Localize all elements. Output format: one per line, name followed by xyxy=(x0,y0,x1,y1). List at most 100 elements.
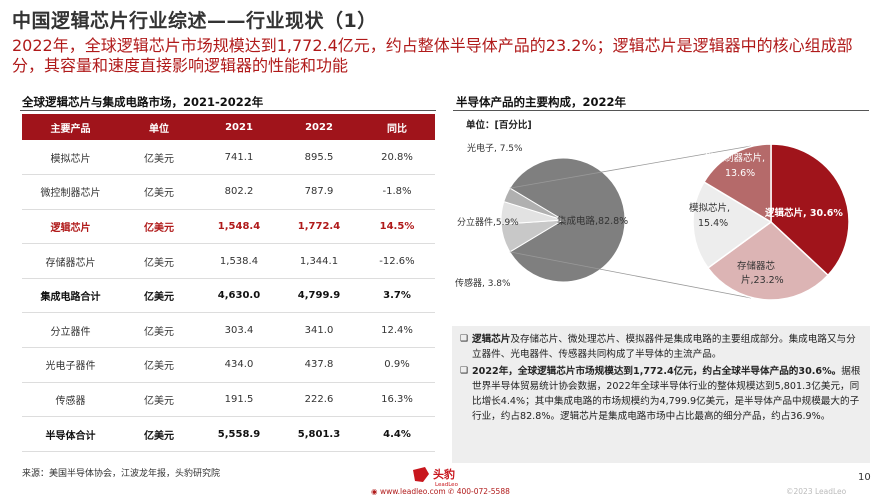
note-2-bold: 2022年，全球逻辑芯片市场规模达到1,772.4亿元，约占全球半导体产品的30… xyxy=(472,366,842,377)
cell-unit: 亿美元 xyxy=(119,140,199,176)
cell-value-2022: 1,344.1 xyxy=(279,243,359,279)
cell-unit: 亿美元 xyxy=(119,347,199,383)
sub-pie-slice xyxy=(703,143,772,224)
main-pie-label-optoelectronics: 光电子, 7.5% xyxy=(467,142,523,154)
col-header-unit: 单位 xyxy=(119,114,199,140)
cell-product: 模拟芯片 xyxy=(22,140,119,176)
cell-value-2021: 5,558.9 xyxy=(199,416,279,452)
connector-line xyxy=(509,145,752,189)
table-row: 半导体合计 亿美元 5,558.9 5,801.3 4.4% xyxy=(22,416,435,452)
cell-yoy: 14.5% xyxy=(359,209,435,245)
cell-value-2021: 1,548.4 xyxy=(199,209,279,245)
phone-icon: ✆ xyxy=(448,487,455,496)
sub-pie-label-analog-a: 模拟芯片, xyxy=(689,202,730,214)
footer-contact: ◉ www.leadleo.com ✆ 400-072-5588 xyxy=(371,487,510,496)
cell-value-2021: 191.5 xyxy=(199,382,279,418)
sub-pie-slice xyxy=(706,221,830,301)
sub-pie-label-mcu-b: 13.6% xyxy=(725,168,755,179)
source-note: 来源：美国半导体协会，江波龙年报，头豹研究院 xyxy=(22,469,221,479)
footer-website[interactable]: www.leadleo.com xyxy=(379,487,446,496)
table-header-row: 主要产品 单位 2021 2022 同比 xyxy=(22,114,435,140)
page-title: 中国逻辑芯片行业综述——行业现状（1） xyxy=(12,10,377,32)
col-header-yoy: 同比 xyxy=(359,114,435,140)
logo-mark-icon xyxy=(413,467,429,482)
globe-icon: ◉ xyxy=(371,487,378,496)
table-row: 光电子器件 亿美元 434.0 437.8 0.9% xyxy=(22,347,435,383)
cell-yoy: 3.7% xyxy=(359,278,435,314)
cell-value-2021: 303.4 xyxy=(199,312,279,349)
cell-yoy: -12.6% xyxy=(359,243,435,279)
note-2-body: 2022年，全球逻辑芯片市场规模达到1,772.4亿元，约占全球半导体产品的30… xyxy=(472,364,862,424)
semiconductor-pie-chart: 集成电路,82.8% 光电子, 7.5% 分立器件,5.9% 传感器, 3.8% 逻辑芯… xyxy=(455,142,850,301)
cell-value-2022: 787.9 xyxy=(279,174,359,210)
col-header-2021: 2021 xyxy=(199,114,279,140)
cell-unit: 亿美元 xyxy=(119,243,199,279)
connector-line xyxy=(509,251,752,299)
note-2: ❑ 2022年，全球逻辑芯片市场规模达到1,772.4亿元，约占全球半导体产品的… xyxy=(460,364,862,424)
note-1-text: 及存储芯片、微处理芯片、模拟器件是集成电路的主要组成部分。集成电路又与分立器件、… xyxy=(472,334,856,360)
col-header-2022: 2022 xyxy=(279,114,359,140)
cell-value-2022: 4,799.9 xyxy=(279,278,359,314)
sub-pie-slice xyxy=(770,143,850,277)
cell-unit: 亿美元 xyxy=(119,382,199,418)
checkbox-bullet-icon: ❑ xyxy=(460,366,469,376)
cell-yoy: 4.4% xyxy=(359,416,435,452)
logo-text: 头豹 xyxy=(433,467,455,481)
cell-value-2022: 895.5 xyxy=(279,140,359,176)
note-1-bold: 逻辑芯片 xyxy=(472,334,511,345)
cell-value-2021: 741.1 xyxy=(199,140,279,176)
cell-value-2022: 222.6 xyxy=(279,382,359,418)
cell-product: 逻辑芯片 xyxy=(22,209,119,245)
checkbox-bullet-icon: ❑ xyxy=(460,334,469,344)
cell-unit: 亿美元 xyxy=(119,209,199,245)
sub-pie-label-mcu-a: 微控制器芯片, xyxy=(705,152,765,164)
main-pie-slice xyxy=(503,187,564,221)
table-title-divider xyxy=(20,110,436,111)
note-1-body: 逻辑芯片及存储芯片、微处理芯片、模拟器件是集成电路的主要组成部分。集成电路又与分… xyxy=(472,332,862,362)
table-row: 集成电路合计 亿美元 4,630.0 4,799.9 3.7% xyxy=(22,278,435,314)
cell-value-2022: 5,801.3 xyxy=(279,416,359,452)
table-row: 存储器芯片 亿美元 1,538.4 1,344.1 -12.6% xyxy=(22,243,435,279)
col-header-product: 主要产品 xyxy=(22,114,119,140)
chart-unit: 单位：[百分比] xyxy=(466,120,532,131)
table-title: 全球逻辑芯片与集成电路市场，2021-2022年 xyxy=(22,95,264,109)
cell-yoy: 16.3% xyxy=(359,382,435,418)
note-2-text: 据根世界半导体贸易统计协会数据，2022年全球半导体行业的整体规模达到5,801… xyxy=(472,366,861,422)
cell-value-2021: 4,630.0 xyxy=(199,278,279,314)
sub-pie-label-memory-a: 存储器芯 xyxy=(737,260,776,272)
market-table: 主要产品 单位 2021 2022 同比 模拟芯片 亿美元 741.1 895.5 20… xyxy=(22,114,435,452)
page-subtitle: 2022年，全球逻辑芯片市场规模达到1,772.4亿元，约占整体半导体产品的23… xyxy=(12,36,853,75)
cell-value-2022: 341.0 xyxy=(279,312,359,349)
cell-product: 微控制器芯片 xyxy=(22,174,119,210)
table-row: 模拟芯片 亿美元 741.1 895.5 20.8% xyxy=(22,140,435,176)
chart-title-divider xyxy=(453,110,869,111)
main-pie-slice xyxy=(509,157,626,283)
notes-box: ❑ 逻辑芯片及存储芯片、微处理芯片、模拟器件是集成电路的主要组成部分。集成电路又… xyxy=(452,326,870,463)
table-row: 传感器 亿美元 191.5 222.6 16.3% xyxy=(22,382,435,418)
cell-unit: 亿美元 xyxy=(119,278,199,314)
cell-yoy: 20.8% xyxy=(359,140,435,176)
table-row: 微控制器芯片 亿美元 802.2 787.9 -1.8% xyxy=(22,174,435,210)
footer-phone: 400-072-5588 xyxy=(456,487,510,496)
table-row: 逻辑芯片 亿美元 1,548.4 1,772.4 14.5% xyxy=(22,209,435,245)
note-1: ❑ 逻辑芯片及存储芯片、微处理芯片、模拟器件是集成电路的主要组成部分。集成电路又… xyxy=(460,332,862,362)
cell-value-2021: 802.2 xyxy=(199,174,279,210)
cell-product: 传感器 xyxy=(22,382,119,418)
cell-product: 光电子器件 xyxy=(22,347,119,383)
cell-value-2021: 434.0 xyxy=(199,347,279,383)
main-pie-label-sensor: 传感器, 3.8% xyxy=(455,277,511,289)
main-pie-label-discrete: 分立器件,5.9% xyxy=(457,216,519,228)
table-row: 分立器件 亿美元 303.4 341.0 12.4% xyxy=(22,312,435,349)
cell-product: 半导体合计 xyxy=(22,416,119,452)
cell-value-2022: 1,772.4 xyxy=(279,209,359,245)
cell-value-2022: 437.8 xyxy=(279,347,359,383)
cell-product: 分立器件 xyxy=(22,312,119,349)
cell-yoy: -1.8% xyxy=(359,174,435,210)
chart-title: 半导体产品的主要构成，2022年 xyxy=(456,95,627,109)
sub-pie-label-analog-b: 15.4% xyxy=(698,218,728,229)
cell-yoy: 0.9% xyxy=(359,347,435,383)
sub-pie-label-memory-b: 片,23.2% xyxy=(741,274,784,286)
copyright: ©2023 LeadLeo xyxy=(786,487,847,496)
main-pie-label-ic: 集成电路,82.8% xyxy=(557,215,628,227)
page-number: 10 xyxy=(858,472,871,483)
